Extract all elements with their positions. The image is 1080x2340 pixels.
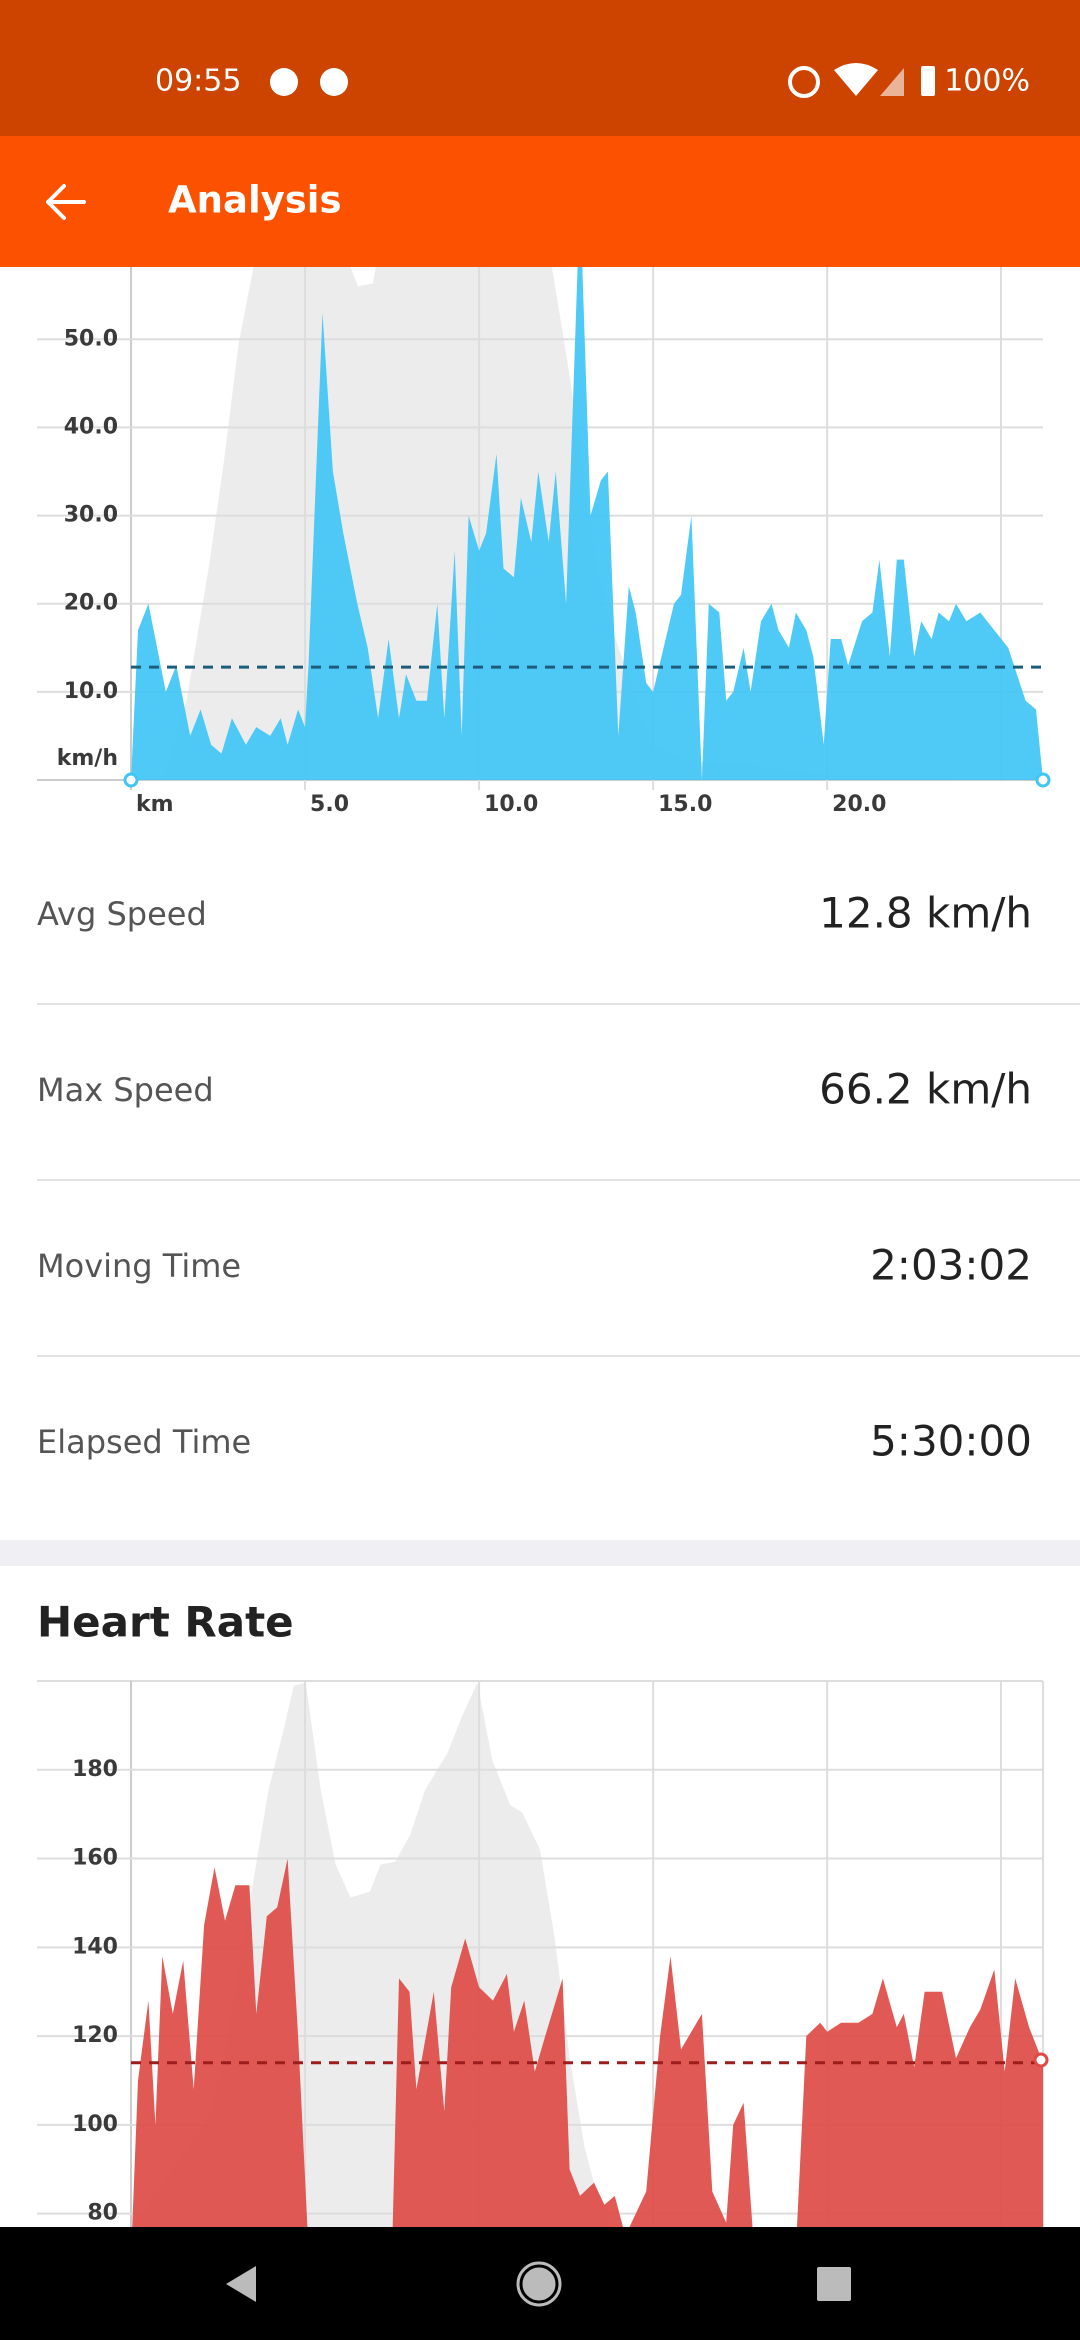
y-tick-label: 120: [72, 2023, 118, 2048]
stat-label: Max Speed: [37, 1071, 214, 1109]
stat-label: Elapsed Time: [37, 1423, 251, 1461]
battery-icon: [921, 66, 935, 96]
battery-level: 100%: [944, 64, 1030, 99]
y-tick-label: 80: [87, 2201, 118, 2226]
plot-area: [131, 267, 1043, 780]
area: [131, 267, 1043, 780]
y-tick-label: 20.0: [64, 591, 118, 616]
stat-value: 5:30:00: [870, 1417, 1032, 1466]
nav-home[interactable]: [519, 2264, 559, 2304]
x-tick-label: 5.0: [310, 792, 349, 817]
y-unit: km/h: [57, 746, 118, 771]
endpoint: [1035, 772, 1051, 788]
signal-icon: [880, 68, 904, 96]
stat-label: Moving Time: [37, 1247, 241, 1285]
section-title: Heart Rate: [37, 1598, 294, 1647]
nav-recents[interactable]: [817, 2267, 851, 2301]
y-tick-label: 100: [72, 2112, 118, 2137]
app-bar: [0, 136, 1080, 267]
notification-icon: [270, 68, 298, 96]
y-tick-label: 160: [72, 1846, 118, 1871]
chart-endpoints: [123, 772, 1051, 2068]
x-tick-label: 20.0: [832, 792, 886, 817]
app-bar-title: Analysis: [168, 179, 341, 222]
back-button[interactable]: [46, 184, 86, 220]
x-unit: km: [136, 792, 174, 817]
x-tick-label: 15.0: [658, 792, 712, 817]
y-tick-label: 30.0: [64, 503, 118, 528]
y-tick-label: 10.0: [64, 679, 118, 704]
y-tick-label: 50.0: [64, 326, 118, 351]
nav-back[interactable]: [226, 2266, 256, 2302]
x-tick-label: 10.0: [484, 792, 538, 817]
charts: km/h km 10.0 20.0 30.0 40.0 50.0 5.0 10.0 15.0 2…: [37, 267, 1044, 2227]
section-gap: [0, 1540, 1080, 1566]
endpoint: [1033, 2052, 1049, 2068]
area: [131, 1858, 1043, 2227]
status-bar: [0, 0, 1080, 136]
nav-home-ring: [516, 2261, 562, 2307]
alarm-icon: [788, 66, 820, 98]
notification-icon: [320, 68, 348, 96]
stats-list: Avg Speed 12.8 km/h Max Speed 66.2 km/h …: [37, 889, 1080, 1466]
stat-label: Avg Speed: [37, 895, 207, 933]
wifi-icon: [834, 63, 878, 96]
endpoint: [123, 772, 139, 788]
stat-value: 66.2 km/h: [819, 1065, 1032, 1114]
status-time: 09:55: [155, 64, 241, 99]
stat-value: 2:03:02: [870, 1241, 1032, 1290]
stat-value: 12.8 km/h: [819, 889, 1032, 938]
y-tick-label: 40.0: [64, 414, 118, 439]
plot-area: [131, 1858, 1043, 2227]
y-tick-label: 140: [72, 1934, 118, 1959]
y-tick-label: 180: [72, 1757, 118, 1782]
